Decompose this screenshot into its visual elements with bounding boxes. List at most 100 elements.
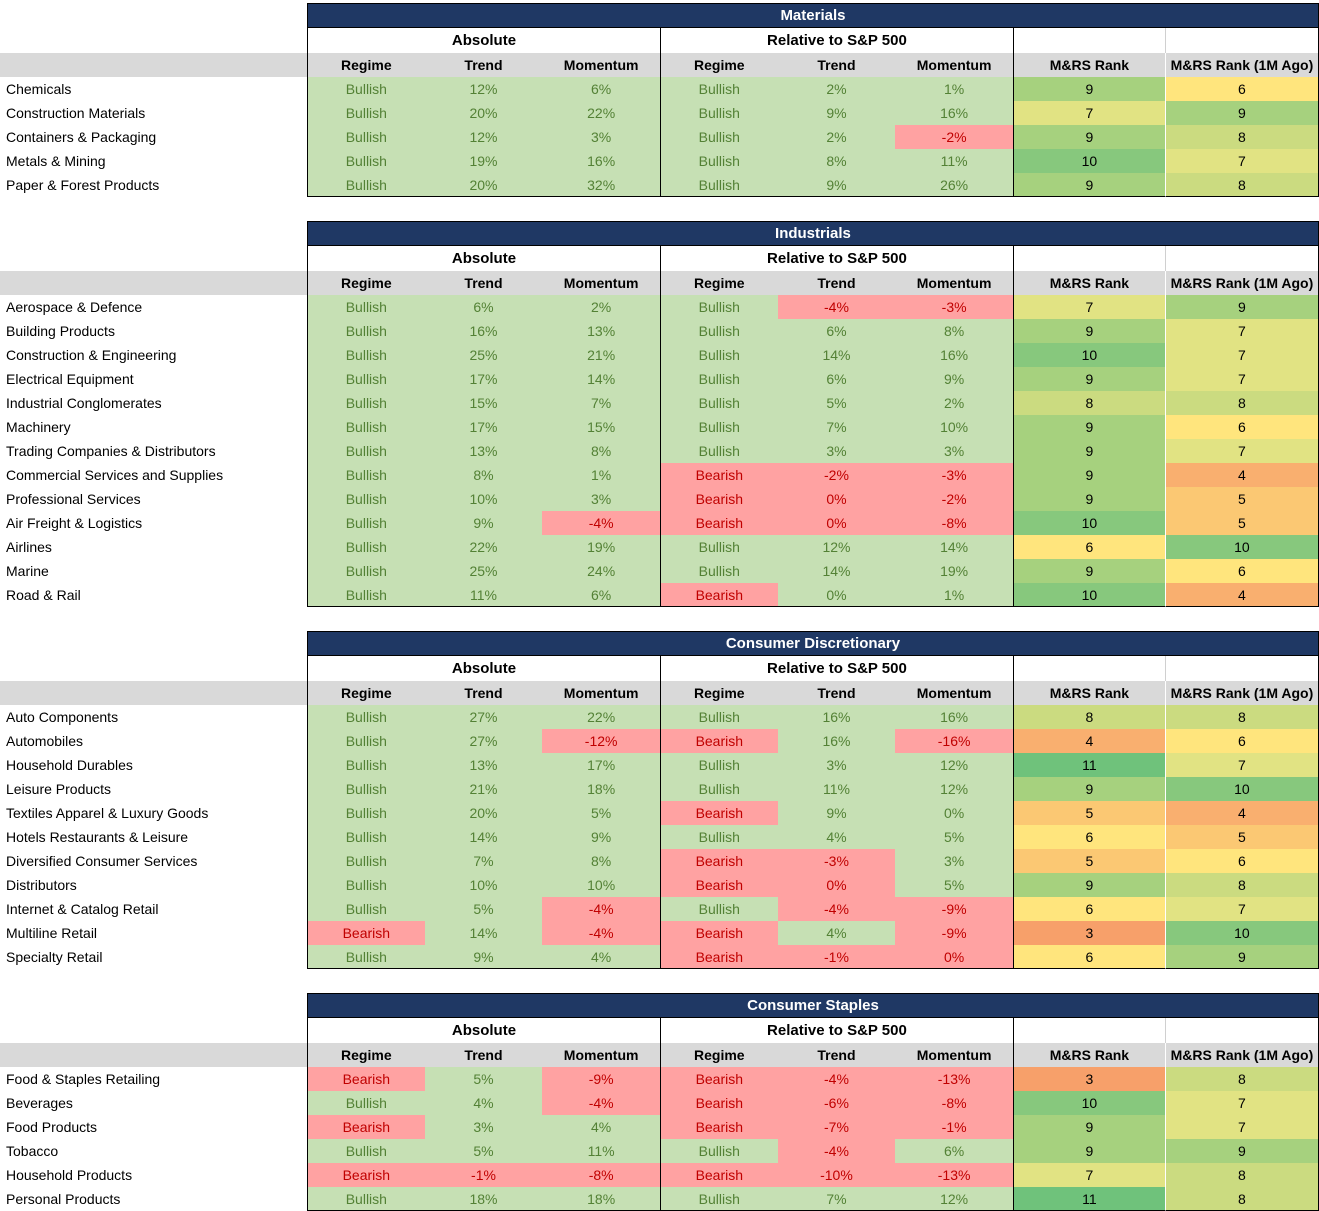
abs-trend-cell: 12%: [424, 125, 543, 149]
rel-momentum-cell: 3%: [895, 849, 1013, 873]
abs-momentum-cell: 16%: [542, 149, 660, 173]
rel-momentum-cell: -2%: [895, 125, 1013, 149]
table-row: Tobacco Bullish 5% 11% Bullish -4% 6% 9 9: [0, 1139, 1319, 1163]
table-row: Chemicals Bullish 12% 6% Bullish 2% 1% 9 6: [0, 77, 1319, 101]
abs-momentum-cell: 5%: [542, 801, 660, 825]
rel-momentum-cell: -9%: [895, 921, 1013, 945]
rank-1m-cell: 7: [1164, 367, 1319, 391]
table-row: Personal Products Bullish 18% 18% Bullish 7% 1…: [0, 1187, 1319, 1211]
abs-momentum-cell: 6%: [542, 77, 660, 101]
table-row: Multiline Retail Bearish 14% -4% Bearish 4% -9…: [0, 921, 1319, 945]
rel-regime-cell: Bullish: [659, 535, 778, 559]
rank-header-blank: [1012, 28, 1165, 53]
table-row: Aerospace & Defence Bullish 6% 2% Bullish -4%…: [0, 295, 1319, 319]
rank-1m-cell: 5: [1164, 511, 1319, 535]
abs-trend-cell: 20%: [424, 101, 543, 125]
section-title-row: Industrials: [0, 221, 1319, 246]
rank-cell: 9: [1012, 487, 1165, 511]
abs-regime-cell: Bullish: [307, 391, 425, 415]
abs-trend-cell: 27%: [424, 729, 543, 753]
rel-momentum-cell: 16%: [895, 343, 1013, 367]
section-title: Industrials: [307, 221, 1319, 246]
abs-trend-cell: 20%: [424, 173, 543, 197]
abs-regime-cell: Bullish: [307, 897, 425, 921]
row-label: Construction Materials: [0, 101, 307, 125]
table-row: Industrial Conglomerates Bullish 15% 7% Bull…: [0, 391, 1319, 415]
absolute-header: Absolute: [307, 28, 660, 53]
rel-regime-cell: Bullish: [659, 1187, 778, 1211]
relative-header: Relative to S&P 500: [659, 656, 1013, 681]
abs-momentum-cell: 15%: [542, 415, 660, 439]
abs-regime-cell: Bullish: [307, 125, 425, 149]
rel-regime-cell: Bearish: [659, 1091, 778, 1115]
abs-regime-cell: Bullish: [307, 1091, 425, 1115]
rank-1m-cell: 8: [1164, 173, 1319, 197]
rel-trend-cell: 6%: [777, 319, 896, 343]
rank-1m-cell: 7: [1164, 149, 1319, 173]
abs-regime-cell: Bullish: [307, 367, 425, 391]
table-row: Food Products Bearish 3% 4% Bearish -7% -1% 9 7: [0, 1115, 1319, 1139]
rank-1m-cell: 8: [1164, 1067, 1319, 1091]
abs-trend-cell: 7%: [424, 849, 543, 873]
rel-trend-cell: 14%: [777, 559, 896, 583]
row-label: Chemicals: [0, 77, 307, 101]
rank-cell: 9: [1012, 173, 1165, 197]
rel-trend-cell: -4%: [777, 295, 896, 319]
abs-momentum-cell: 2%: [542, 295, 660, 319]
column-header-abs-regime: Regime: [307, 1043, 425, 1067]
row-label: Professional Services: [0, 487, 307, 511]
rel-momentum-cell: -9%: [895, 897, 1013, 921]
column-header-rel-trend: Trend: [777, 53, 896, 77]
abs-regime-cell: Bullish: [307, 415, 425, 439]
abs-trend-cell: 13%: [424, 753, 543, 777]
abs-trend-cell: 12%: [424, 77, 543, 101]
rank-header-blank: [1012, 656, 1165, 681]
abs-trend-cell: 17%: [424, 367, 543, 391]
rel-momentum-cell: 1%: [895, 77, 1013, 101]
section-title: Consumer Staples: [307, 993, 1319, 1018]
rank-1m-cell: 6: [1164, 559, 1319, 583]
abs-momentum-cell: 24%: [542, 559, 660, 583]
abs-regime-cell: Bullish: [307, 559, 425, 583]
rel-momentum-cell: 2%: [895, 391, 1013, 415]
column-header-rank: M&RS Rank: [1012, 271, 1165, 295]
table-row: Specialty Retail Bullish 9% 4% Bearish -1% 0% 6…: [0, 945, 1319, 969]
row-label: Automobiles: [0, 729, 307, 753]
table-row: Professional Services Bullish 10% 3% Bearish…: [0, 487, 1319, 511]
abs-regime-cell: Bullish: [307, 319, 425, 343]
rel-trend-cell: -3%: [777, 849, 896, 873]
rel-regime-cell: Bearish: [659, 583, 778, 607]
rel-momentum-cell: 0%: [895, 945, 1013, 969]
rank-header-blank: [1012, 246, 1165, 271]
rel-trend-cell: 3%: [777, 753, 896, 777]
rel-regime-cell: Bullish: [659, 1139, 778, 1163]
abs-momentum-cell: -9%: [542, 1067, 660, 1091]
row-label: Internet & Catalog Retail: [0, 897, 307, 921]
rel-trend-cell: -6%: [777, 1091, 896, 1115]
rank-1m-cell: 8: [1164, 125, 1319, 149]
rel-trend-cell: 8%: [777, 149, 896, 173]
row-label: Commercial Services and Supplies: [0, 463, 307, 487]
rel-momentum-cell: 16%: [895, 101, 1013, 125]
rank-1m-header-blank: [1164, 656, 1319, 681]
abs-regime-cell: Bullish: [307, 705, 425, 729]
abs-momentum-cell: 17%: [542, 753, 660, 777]
abs-momentum-cell: 21%: [542, 343, 660, 367]
rel-trend-cell: 4%: [777, 825, 896, 849]
rel-momentum-cell: 1%: [895, 583, 1013, 607]
rel-trend-cell: -10%: [777, 1163, 896, 1187]
abs-momentum-cell: 14%: [542, 367, 660, 391]
rank-header-blank: [1012, 1018, 1165, 1043]
rank-1m-cell: 10: [1164, 777, 1319, 801]
abs-momentum-cell: 22%: [542, 705, 660, 729]
rank-1m-cell: 8: [1164, 1163, 1319, 1187]
rel-regime-cell: Bullish: [659, 367, 778, 391]
column-header-rel-trend: Trend: [777, 271, 896, 295]
rel-momentum-cell: -13%: [895, 1067, 1013, 1091]
table-row: Commercial Services and Supplies Bullish 8…: [0, 463, 1319, 487]
abs-regime-cell: Bullish: [307, 295, 425, 319]
row-label: Paper & Forest Products: [0, 173, 307, 197]
abs-momentum-cell: 7%: [542, 391, 660, 415]
column-header-rank: M&RS Rank: [1012, 1043, 1165, 1067]
